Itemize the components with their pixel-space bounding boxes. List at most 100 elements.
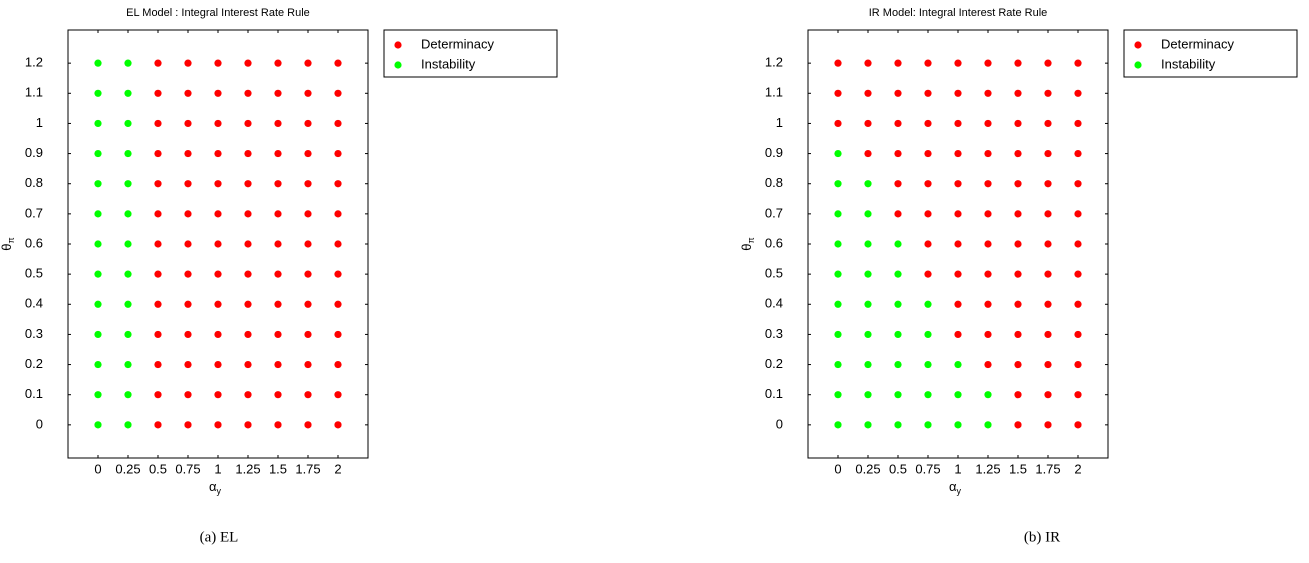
point xyxy=(334,240,342,248)
point xyxy=(894,210,902,218)
point xyxy=(984,270,992,278)
point xyxy=(1074,421,1082,429)
point xyxy=(864,149,872,158)
y-tick-label: 0.2 xyxy=(25,356,43,371)
point xyxy=(184,149,192,158)
point xyxy=(1074,89,1082,97)
point xyxy=(834,270,842,278)
point xyxy=(1074,59,1082,67)
point xyxy=(94,210,102,218)
point xyxy=(214,210,222,218)
point xyxy=(834,240,842,248)
point xyxy=(154,240,162,248)
point xyxy=(94,119,102,128)
point xyxy=(864,300,872,308)
x-tick-label: 0.75 xyxy=(175,461,200,476)
point xyxy=(274,270,282,278)
point xyxy=(304,59,312,67)
point xyxy=(894,270,902,278)
point xyxy=(954,360,962,369)
point xyxy=(154,89,162,97)
point xyxy=(864,360,872,369)
y-tick-label: 0.9 xyxy=(765,145,783,160)
point xyxy=(924,89,932,97)
point xyxy=(274,391,282,399)
y-tick-label: 0.5 xyxy=(765,266,783,281)
point xyxy=(214,391,222,399)
point xyxy=(184,180,192,188)
point xyxy=(304,119,312,128)
point xyxy=(244,240,252,248)
point xyxy=(834,180,842,188)
point xyxy=(214,270,222,278)
point xyxy=(334,300,342,308)
y-axis-label-subscript: π xyxy=(6,237,16,243)
point xyxy=(244,421,252,429)
point xyxy=(274,360,282,369)
point xyxy=(154,210,162,218)
point xyxy=(94,240,102,248)
point xyxy=(924,360,932,369)
point xyxy=(834,391,842,399)
point xyxy=(1044,391,1052,399)
point xyxy=(954,180,962,188)
point xyxy=(1014,270,1022,278)
y-tick-label: 0.2 xyxy=(765,356,783,371)
point xyxy=(984,360,992,369)
point xyxy=(184,240,192,248)
point xyxy=(984,421,992,429)
point xyxy=(834,300,842,308)
point xyxy=(94,360,102,369)
point xyxy=(924,210,932,218)
point xyxy=(894,360,902,369)
point xyxy=(894,180,902,188)
point xyxy=(244,330,252,339)
point xyxy=(1044,240,1052,248)
point xyxy=(1014,89,1022,97)
point xyxy=(894,300,902,308)
legend-marker xyxy=(394,61,402,69)
point xyxy=(124,300,132,308)
x-tick-label: 1 xyxy=(954,461,961,476)
chart-title: EL Model : Integral Interest Rate Rule xyxy=(126,7,310,19)
point xyxy=(244,180,252,188)
point xyxy=(214,59,222,67)
point xyxy=(184,330,192,339)
point xyxy=(124,421,132,429)
y-axis-label-symbol: θ xyxy=(739,243,754,250)
x-tick-label: 1.75 xyxy=(1035,461,1060,476)
point xyxy=(184,210,192,218)
point xyxy=(154,421,162,429)
point xyxy=(924,270,932,278)
y-tick-label: 0 xyxy=(36,416,43,431)
y-tick-label: 0.4 xyxy=(25,296,43,311)
point xyxy=(1074,210,1082,218)
y-tick-label: 0.4 xyxy=(765,296,783,311)
point xyxy=(214,89,222,97)
point xyxy=(954,300,962,308)
x-tick-label: 1.25 xyxy=(975,461,1000,476)
point xyxy=(244,89,252,97)
y-tick-label: 1.2 xyxy=(25,55,43,70)
point xyxy=(1044,180,1052,188)
point xyxy=(954,149,962,158)
point xyxy=(984,300,992,308)
point xyxy=(954,330,962,339)
legend-label: Determinacy xyxy=(421,36,494,51)
point xyxy=(834,421,842,429)
legend-marker xyxy=(1134,41,1142,49)
x-tick-label: 0.25 xyxy=(115,461,140,476)
point xyxy=(1074,180,1082,188)
y-tick-label: 0.6 xyxy=(25,235,43,250)
point xyxy=(1074,360,1082,369)
y-tick-label: 0.8 xyxy=(765,175,783,190)
x-axis-label-symbol: α xyxy=(209,479,217,494)
point xyxy=(1014,330,1022,339)
point xyxy=(184,89,192,97)
point xyxy=(1014,59,1022,67)
y-tick-label: 0.7 xyxy=(765,205,783,220)
point xyxy=(334,270,342,278)
caption: (b) IR xyxy=(1024,529,1060,545)
point xyxy=(1074,391,1082,399)
